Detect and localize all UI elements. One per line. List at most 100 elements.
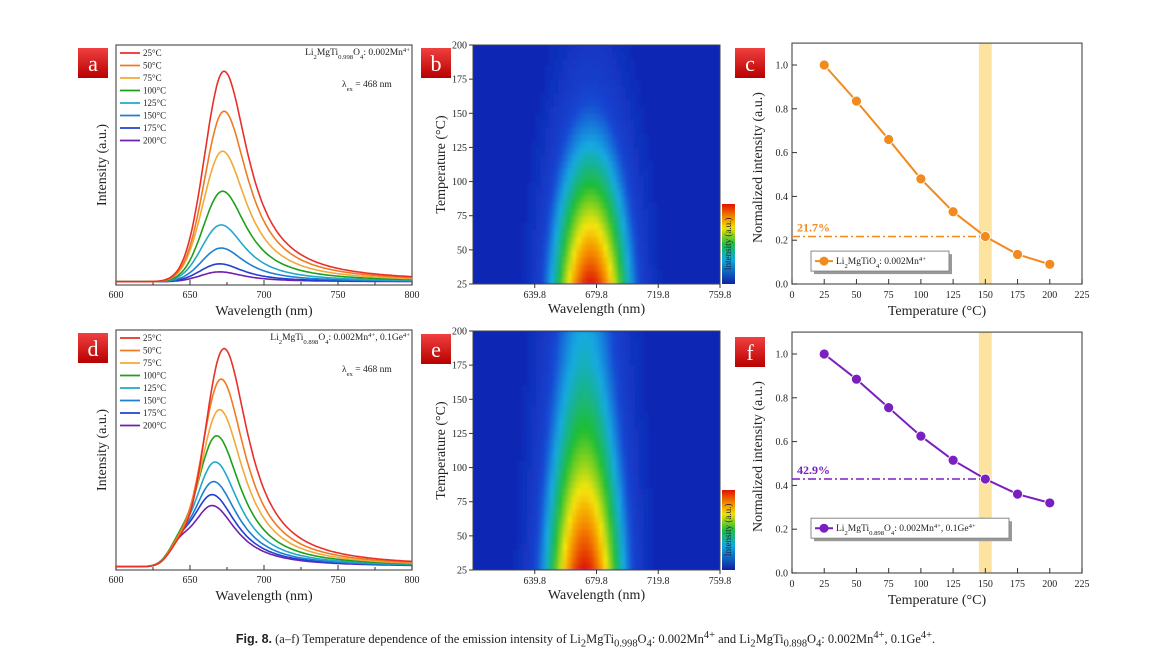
heatmap-cell — [630, 501, 636, 510]
heatmap-cell — [585, 447, 591, 455]
x-tick-label: 0 — [790, 290, 795, 301]
heatmap-cell — [621, 337, 627, 346]
heatmap-cell — [526, 549, 532, 557]
x-tick-label: 150 — [978, 290, 993, 301]
heatmap-cell — [643, 202, 649, 210]
heatmap-cell — [576, 120, 582, 128]
heatmap-cell — [607, 236, 613, 244]
heatmap-cell — [558, 147, 564, 155]
heatmap-cell — [544, 412, 550, 421]
heatmap-cell — [607, 140, 613, 148]
heatmap-cell — [603, 120, 609, 128]
heatmap-cell — [553, 277, 559, 284]
heatmap-cell — [576, 433, 582, 441]
heatmap-cell — [607, 385, 613, 393]
legend-label: 25°C — [143, 48, 162, 58]
heatmap-cell — [589, 406, 595, 414]
heatmap-cell — [531, 563, 537, 570]
panel-label-c — [735, 48, 765, 78]
heatmap-cell — [643, 447, 649, 455]
heatmap-cell — [607, 195, 613, 203]
heatmap-cell — [567, 460, 573, 469]
heatmap-cell — [558, 92, 564, 101]
heatmap-cell — [571, 331, 577, 339]
heatmap-cell — [562, 161, 568, 169]
heatmap-cell — [616, 229, 622, 237]
heatmap-cell — [621, 51, 627, 60]
heatmap-cell — [544, 399, 550, 407]
heatmap-cell — [562, 399, 568, 407]
x-axis-label: Temperature (°C) — [888, 593, 987, 608]
heatmap-cell — [634, 563, 640, 570]
legend-marker — [819, 256, 829, 266]
heatmap-cell — [634, 256, 640, 265]
heatmap-cell — [612, 412, 618, 421]
heatmap-cell — [576, 440, 582, 448]
heatmap-cell — [603, 358, 609, 366]
heatmap-cell — [630, 474, 636, 482]
heatmap-cell — [621, 344, 627, 353]
heatmap-cell — [625, 453, 631, 462]
heatmap-cell — [549, 337, 555, 346]
heatmap-cell — [594, 65, 600, 73]
heatmap-cell — [603, 433, 609, 441]
heatmap-cell — [513, 563, 519, 570]
heatmap-cell — [553, 263, 559, 271]
heatmap-cell — [576, 412, 582, 421]
heatmap-cell — [594, 337, 600, 346]
panel-label-a — [78, 48, 108, 78]
heatmap-cell — [594, 215, 600, 224]
heatmap-cell — [603, 385, 609, 393]
heatmap-cell — [517, 535, 523, 544]
heatmap-cell — [594, 372, 600, 380]
heatmap-cell — [571, 433, 577, 441]
heatmap-cell — [571, 174, 577, 183]
heatmap-cell — [526, 277, 532, 284]
heatmap-cell — [544, 154, 550, 162]
heatmap-cell — [580, 419, 586, 428]
legend-label: 125°C — [143, 98, 166, 108]
heatmap-cell — [571, 488, 577, 496]
heatmap-cell — [580, 351, 586, 359]
heatmap-cell — [612, 358, 618, 366]
heatmap-cell — [612, 426, 618, 434]
heatmap-cell — [522, 563, 528, 570]
heatmap-cell — [580, 549, 586, 557]
heatmap-cell — [612, 501, 618, 510]
x-tick-label: 200 — [1042, 290, 1057, 301]
heatmap-cell — [603, 72, 609, 80]
heatmap-cell — [630, 161, 636, 169]
heatmap-cell — [517, 563, 523, 570]
heatmap-cell — [558, 549, 564, 557]
heatmap-cell — [562, 215, 568, 224]
heatmap-cell — [535, 161, 541, 169]
heatmap-cell — [598, 222, 604, 230]
y-tick-label: 25 — [457, 566, 467, 577]
heatmap-cell — [544, 406, 550, 414]
heatmap-cell — [598, 549, 604, 557]
heatmap-cell — [589, 113, 595, 121]
heatmap-cell — [598, 481, 604, 489]
heatmap-cell — [594, 494, 600, 503]
heatmap-cell — [549, 440, 555, 448]
heatmap-cell — [526, 331, 532, 339]
heatmap-cell — [598, 392, 604, 400]
heatmap-cell — [612, 120, 618, 128]
text-segment: 2 — [279, 339, 282, 346]
x-tick-label: 50 — [851, 290, 861, 301]
heatmap-cell — [580, 256, 586, 265]
heatmap-cell — [598, 542, 604, 551]
heatmap-cell — [580, 399, 586, 407]
heatmap-cell — [540, 419, 546, 428]
legend-label: 175°C — [143, 408, 166, 418]
heatmap-cell — [571, 99, 577, 107]
heatmap-cell — [585, 126, 591, 135]
heatmap-cell — [562, 120, 568, 128]
heatmap-cell — [589, 508, 595, 516]
heatmap-cell — [589, 351, 595, 359]
heatmap-cell — [594, 460, 600, 469]
heatmap-cell — [634, 140, 640, 148]
heatmap-cell — [580, 453, 586, 462]
text-segment: 2 — [844, 263, 847, 270]
heatmap-cell — [616, 154, 622, 162]
